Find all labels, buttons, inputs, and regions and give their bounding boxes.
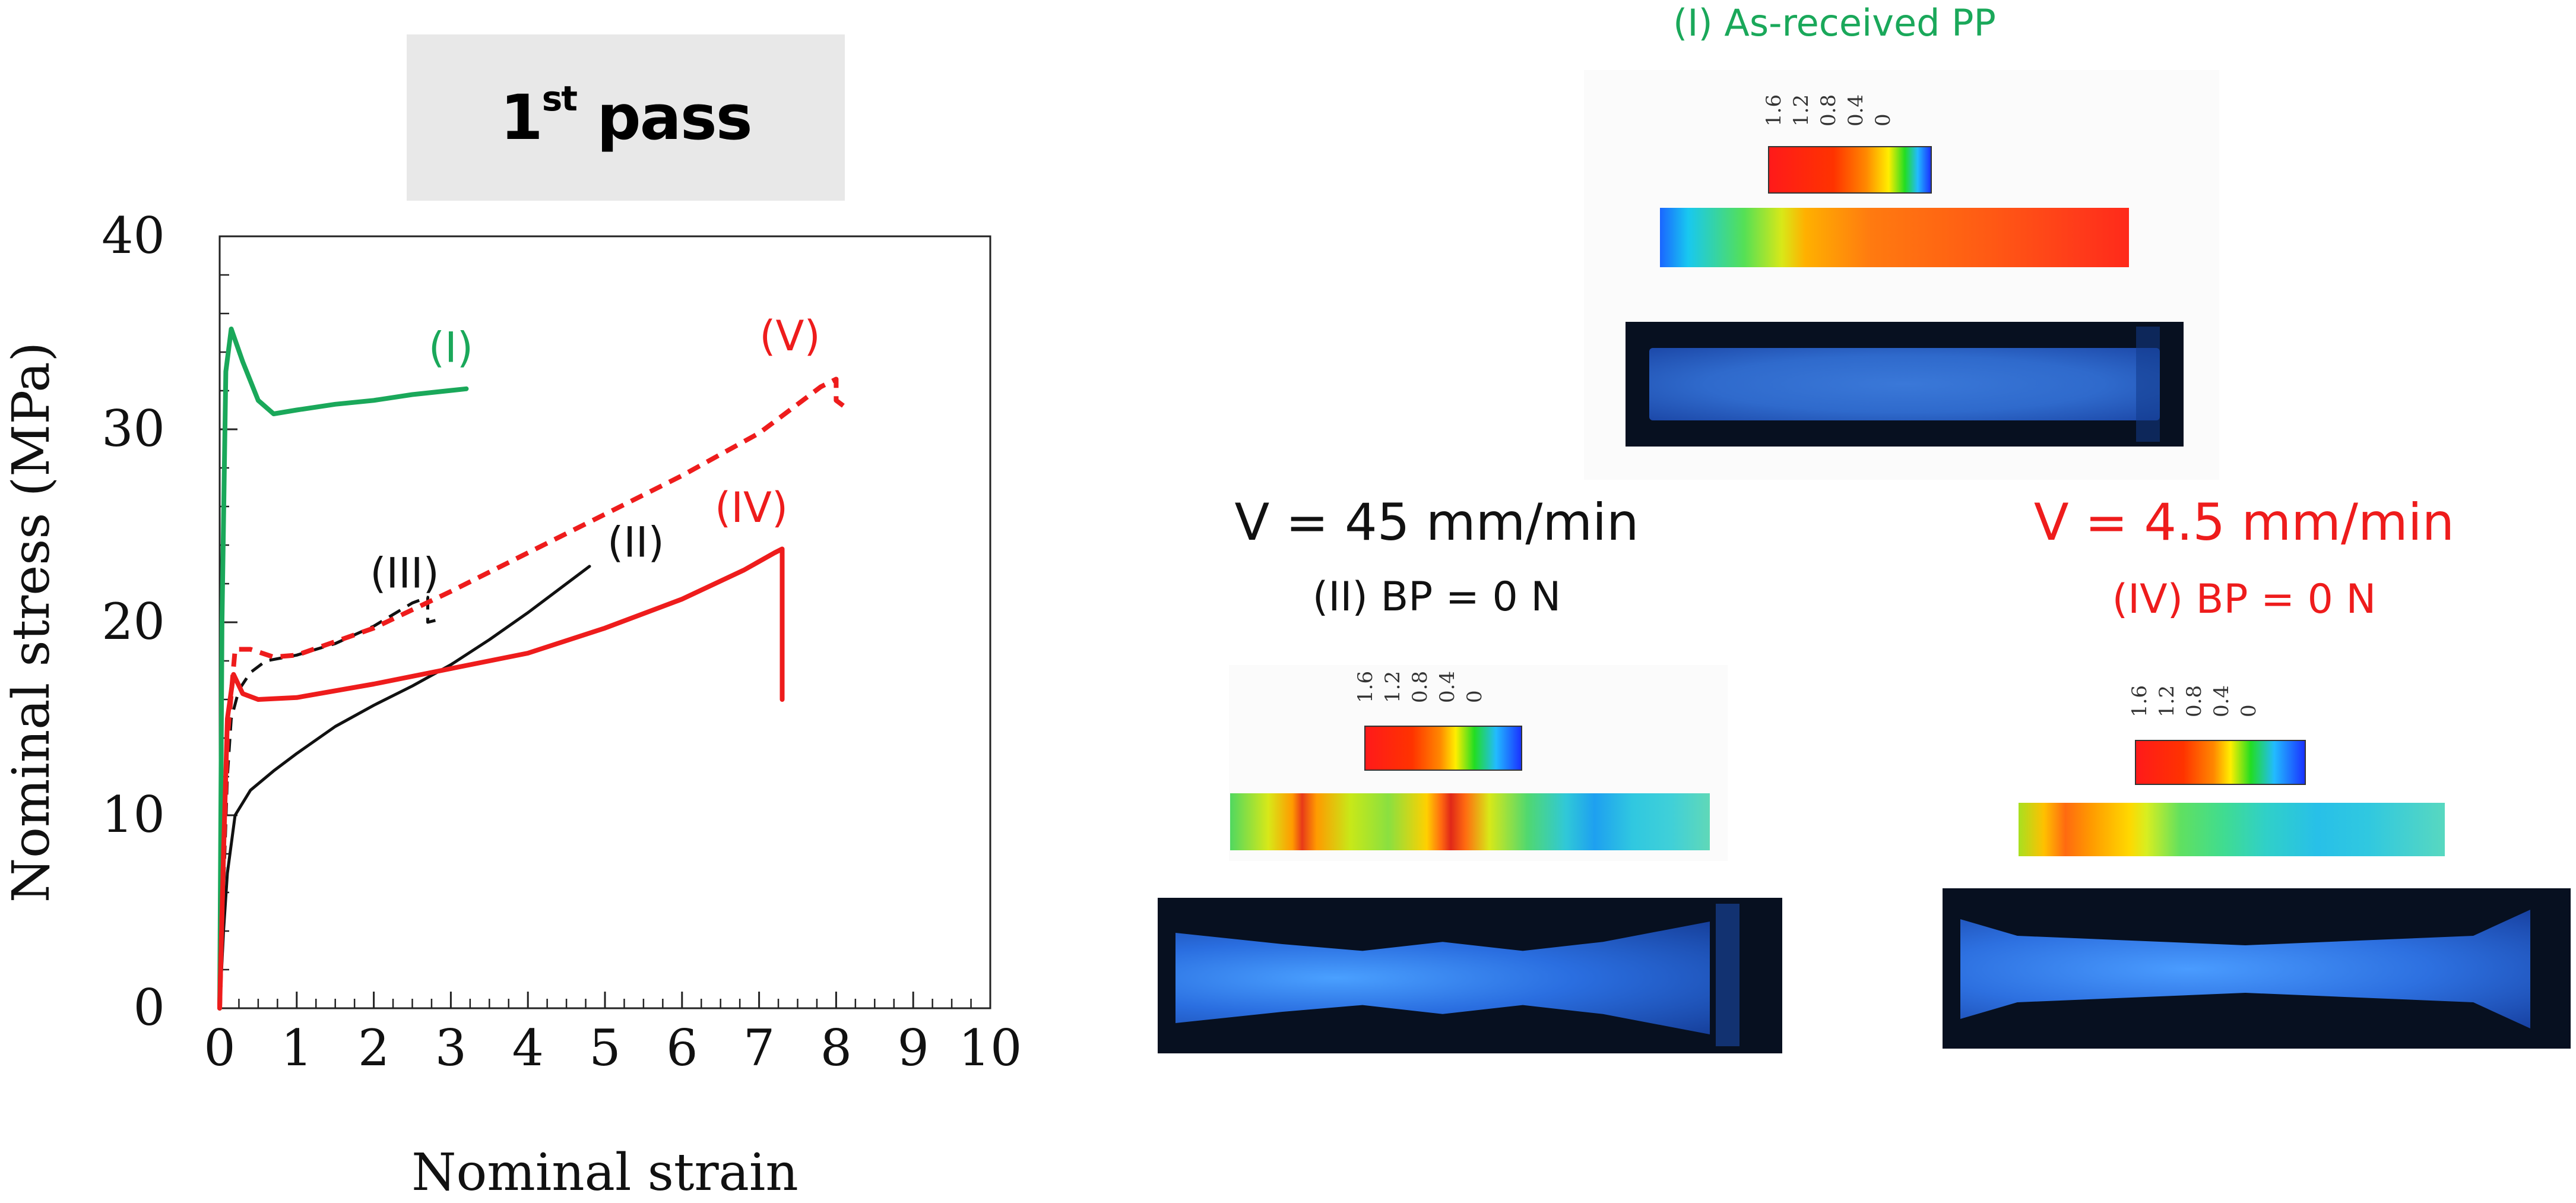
- x-tick-label: 8: [820, 1019, 852, 1077]
- y-tick-label: 20: [102, 593, 165, 651]
- y-tick-label: 40: [102, 207, 165, 265]
- strain-map-right: [2019, 803, 2445, 856]
- colorbar-tick: 0.4: [1844, 94, 1868, 126]
- series-line-2: [218, 565, 591, 1010]
- panel-right-image-frame: 1.6 1.2 0.8 0.4 0: [2019, 665, 2505, 867]
- y-axis-label: Nominal stress (MPa): [2, 342, 61, 903]
- pass-label-box: 1st pass: [407, 34, 845, 201]
- series-label-4: (IV): [715, 483, 788, 532]
- chart-series: [217, 327, 845, 1011]
- x-tick-label: 7: [743, 1019, 775, 1077]
- series-label-1: (I): [429, 323, 473, 372]
- colorbar-tick: 1.2: [1789, 94, 1813, 126]
- x-tick-label: 9: [897, 1019, 929, 1077]
- series-label-3: (III): [370, 549, 439, 598]
- x-tick-label: 5: [589, 1019, 620, 1077]
- colorbar-tick: 0.8: [2182, 685, 2206, 717]
- x-tick-label: 6: [666, 1019, 698, 1077]
- colorbar-left: [1364, 726, 1522, 771]
- specimen-photo-left: [1158, 898, 1782, 1053]
- colorbar-tick: 0: [1871, 113, 1895, 126]
- y-tick-label: 30: [102, 400, 165, 458]
- colorbar-tick: 1.6: [2128, 685, 2152, 717]
- plot-frame: [218, 235, 991, 1009]
- panel-right-title: V = 4.5 mm/min: [2033, 493, 2455, 552]
- panel-top-title: (I) As-received PP: [1673, 1, 1996, 45]
- panel-top-image-frame: 1.6 1.2 0.8 0.4 0: [1584, 70, 2219, 480]
- colorbar-tick: 0.8: [1408, 670, 1432, 703]
- x-tick-label: 2: [358, 1019, 389, 1077]
- x-tick-label: 3: [435, 1019, 467, 1077]
- colorbar-tick: 1.6: [1762, 94, 1786, 126]
- series-line-3: [218, 596, 436, 1009]
- x-tick-label: 4: [512, 1019, 543, 1077]
- series-line-4: [217, 546, 785, 1011]
- series-line-1: [217, 327, 469, 1011]
- colorbar-top: [1768, 146, 1932, 194]
- colorbar-top-labels: 1.6 1.2 0.8 0.4 0: [1756, 70, 1922, 126]
- colorbar-tick: 0.4: [2210, 685, 2233, 717]
- x-tick-label: 0: [204, 1019, 235, 1077]
- series-line-5: [217, 376, 845, 1009]
- colorbar-tick: 0.8: [1817, 94, 1840, 126]
- x-tick-label: 10: [959, 1019, 1022, 1077]
- colorbar-tick: 0: [2237, 704, 2261, 717]
- strain-map-left: [1230, 793, 1710, 850]
- colorbar-right-labels: 1.6 1.2 0.8 0.4 0: [2122, 665, 2288, 717]
- colorbar-tick: 1.2: [2155, 685, 2179, 717]
- x-tick-label: 1: [281, 1019, 312, 1077]
- colorbar-tick: 1.6: [1354, 670, 1377, 703]
- series-label-2: (II): [607, 518, 664, 567]
- colorbar-tick: 1.2: [1381, 670, 1405, 703]
- y-tick-label: 0: [134, 979, 165, 1037]
- x-axis-label: Nominal strain: [411, 1143, 799, 1202]
- strain-map-top: [1660, 208, 2129, 267]
- panel-left-subtitle: (II) BP = 0 N: [1312, 574, 1561, 621]
- specimen-photo-right: [1943, 888, 2571, 1049]
- colorbar-tick: 0.4: [1436, 670, 1459, 703]
- specimen-photo-top: [1626, 322, 2184, 447]
- chart-axes: [218, 235, 991, 1009]
- pass-label: 1st pass: [500, 78, 752, 154]
- panel-left-title: V = 45 mm/min: [1234, 493, 1639, 552]
- colorbar-tick: 0: [1463, 690, 1487, 703]
- y-tick-label: 10: [102, 786, 165, 844]
- colorbar-right: [2135, 740, 2306, 785]
- colorbar-left-labels: 1.6 1.2 0.8 0.4 0: [1348, 665, 1514, 703]
- series-label-5: (V): [759, 312, 820, 360]
- panel-right-subtitle: (IV) BP = 0 N: [2112, 576, 2377, 623]
